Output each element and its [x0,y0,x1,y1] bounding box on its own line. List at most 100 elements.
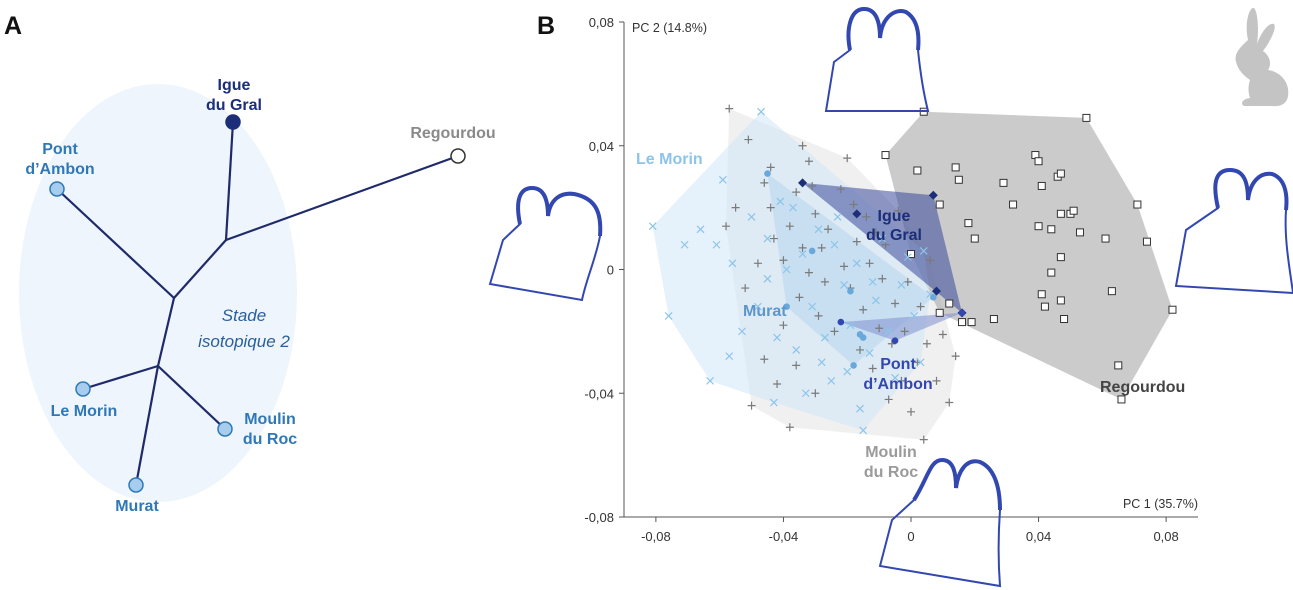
panel-b: B -0,08 -0,04 0 0,04 0,08 -0,08 -0,04 0 0,04 0,08… [488,6,1293,588]
point-pont-d-ambon [891,337,899,344]
point-moulin-du-roc [836,185,845,194]
outline-right-icon [1174,167,1293,295]
label-b-regourdou: Regourdou [1100,379,1185,396]
outline-left-icon [488,185,603,302]
point-le-morin [856,404,864,413]
point-moulin-du-roc [862,212,871,221]
y-tick-label: -0,08 [584,510,614,525]
point-regourdou [964,219,973,228]
label-pont-line2: d’Ambon [25,161,94,178]
point-le-morin [769,398,778,407]
point-regourdou [1101,234,1110,243]
point-regourdou [913,166,922,175]
point-regourdou [958,318,967,327]
label-b-igue-line2: du Gral [866,227,922,244]
stage-note-line1: Stade [222,306,266,325]
point-le-morin [763,274,772,283]
point-le-morin [696,225,705,234]
point-regourdou [1069,206,1078,215]
point-murat [859,334,867,341]
point-le-morin [773,333,781,342]
label-igue-line2: du Gral [206,97,262,114]
axis-ticks: -0,08 -0,04 0 0,04 0,08 -0,08 -0,04 0 0,04 0,08 [584,15,1178,544]
point-murat [783,303,790,310]
point-moulin-du-roc [871,228,880,237]
node-murat [128,477,144,493]
point-moulin-du-roc [804,157,813,166]
point-le-morin [664,311,673,320]
point-murat [850,362,857,369]
stage-ellipse [19,84,297,502]
point-le-morin [712,240,721,249]
point-le-morin [910,311,919,320]
point-moulin-du-roc [722,222,731,231]
point-le-morin [776,197,785,206]
point-le-morin [878,234,887,243]
y-axis-title: PC 2 (14.8%) [632,21,707,35]
y-tick-label: 0 [607,263,614,278]
point-regourdou [1056,253,1065,262]
point-moulin-du-roc [814,311,823,320]
point-le-morin [827,376,836,385]
point-moulin-du-roc [779,321,788,330]
point-regourdou [1034,222,1043,231]
point-le-morin [706,376,715,385]
point-le-morin [840,281,848,289]
panel-b-letter: B [537,12,555,40]
label-b-igue-line1: Igue [878,208,911,225]
point-moulin-du-roc [753,259,762,268]
rabbit-silhouette-icon [1235,7,1289,107]
stage-note-line2: isotopique 2 [198,332,290,351]
node-moulin-du-roc [217,421,233,437]
point-le-morin [897,281,906,289]
point-moulin-du-roc [830,327,839,336]
point-regourdou [881,151,890,160]
point-moulin-du-roc [811,209,820,218]
point-moulin-du-roc [922,339,931,348]
node-le-morin [75,381,91,397]
point-moulin-du-roc [808,181,817,190]
point-le-morin [817,358,826,367]
point-moulin-du-roc [769,234,778,243]
point-moulin-du-roc [919,435,928,444]
label-moulin-line2: du Roc [243,431,297,448]
point-le-morin [919,247,928,255]
point-moulin-du-roc [907,407,915,416]
point-moulin-du-roc [938,330,947,339]
point-moulin-du-roc [792,361,801,370]
point-moulin-du-roc [792,188,801,197]
point-moulin-du-roc [731,203,740,212]
point-moulin-du-roc [804,268,813,277]
point-le-morin [763,234,772,243]
point-le-morin [738,327,746,336]
node-regourdou [450,148,466,164]
point-moulin-du-roc [900,327,909,336]
hull-murat [767,173,934,366]
point-igue-du-gral [852,209,862,219]
point-le-morin [747,212,756,221]
label-pont-line1: Pont [42,141,78,158]
point-moulin-du-roc [855,345,864,354]
point-le-morin [754,302,762,311]
point-regourdou [1107,287,1116,296]
point-moulin-du-roc [760,178,769,187]
point-moulin-du-roc [741,284,750,293]
label-b-pont-line2: d’Ambon [863,376,932,393]
point-moulin-du-roc [725,104,734,113]
point-regourdou [1056,209,1065,218]
point-regourdou [1082,113,1091,122]
point-moulin-du-roc [852,237,861,246]
x-tick-label: 0,08 [1153,529,1178,544]
point-moulin-du-roc [926,256,935,265]
point-le-morin [808,302,817,311]
point-regourdou [1056,296,1065,305]
point-le-morin [718,175,727,184]
point-le-morin [680,240,689,249]
point-regourdou [1168,305,1177,314]
point-moulin-du-roc [894,206,903,215]
label-regourdou: Regourdou [410,125,495,142]
hull-pont-d-ambon [840,312,962,341]
outline-insets [488,6,1293,588]
point-regourdou [1047,225,1056,234]
node-pont-dambon [49,181,65,197]
